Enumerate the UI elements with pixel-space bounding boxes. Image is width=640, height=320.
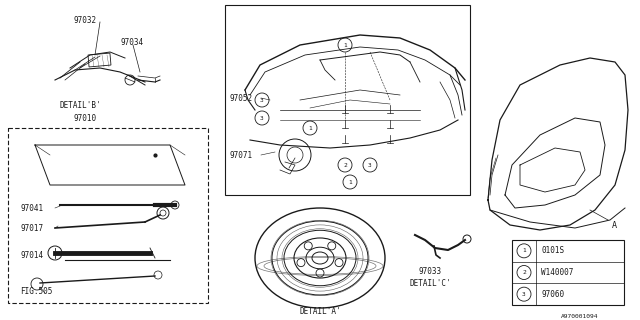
Text: 2: 2: [522, 270, 526, 275]
Text: 97033: 97033: [419, 268, 442, 276]
Text: 3: 3: [522, 292, 526, 297]
Text: 1: 1: [343, 43, 347, 47]
Text: A: A: [611, 220, 616, 229]
Text: 97014: 97014: [20, 251, 43, 260]
Text: 97060: 97060: [541, 290, 564, 299]
Text: DETAIL'B': DETAIL'B': [59, 100, 101, 109]
Bar: [225, 5, 470, 195]
Text: 3: 3: [260, 116, 264, 121]
Text: 97052: 97052: [229, 93, 252, 102]
Text: DETAIL'A': DETAIL'A': [299, 308, 341, 316]
Bar: [8, 128, 208, 303]
Text: 97010: 97010: [74, 114, 97, 123]
Bar: [88, 53, 111, 67]
Text: 3: 3: [260, 98, 264, 102]
Text: DETAIL'C': DETAIL'C': [409, 278, 451, 287]
Text: 0101S: 0101S: [541, 246, 564, 255]
Text: 2: 2: [343, 163, 347, 167]
Bar: [512, 240, 624, 305]
Text: 97034: 97034: [120, 37, 143, 46]
Text: 97041: 97041: [20, 204, 43, 212]
Text: 97017: 97017: [20, 223, 43, 233]
Text: 97032: 97032: [73, 15, 96, 25]
Text: 1: 1: [308, 125, 312, 131]
Text: 1: 1: [522, 248, 526, 253]
Text: 1: 1: [348, 180, 352, 185]
Text: A970001094: A970001094: [561, 314, 599, 318]
Text: 3: 3: [368, 163, 372, 167]
Text: FIG.505: FIG.505: [20, 287, 52, 297]
Text: 97071: 97071: [229, 150, 252, 159]
Text: W140007: W140007: [541, 268, 573, 277]
